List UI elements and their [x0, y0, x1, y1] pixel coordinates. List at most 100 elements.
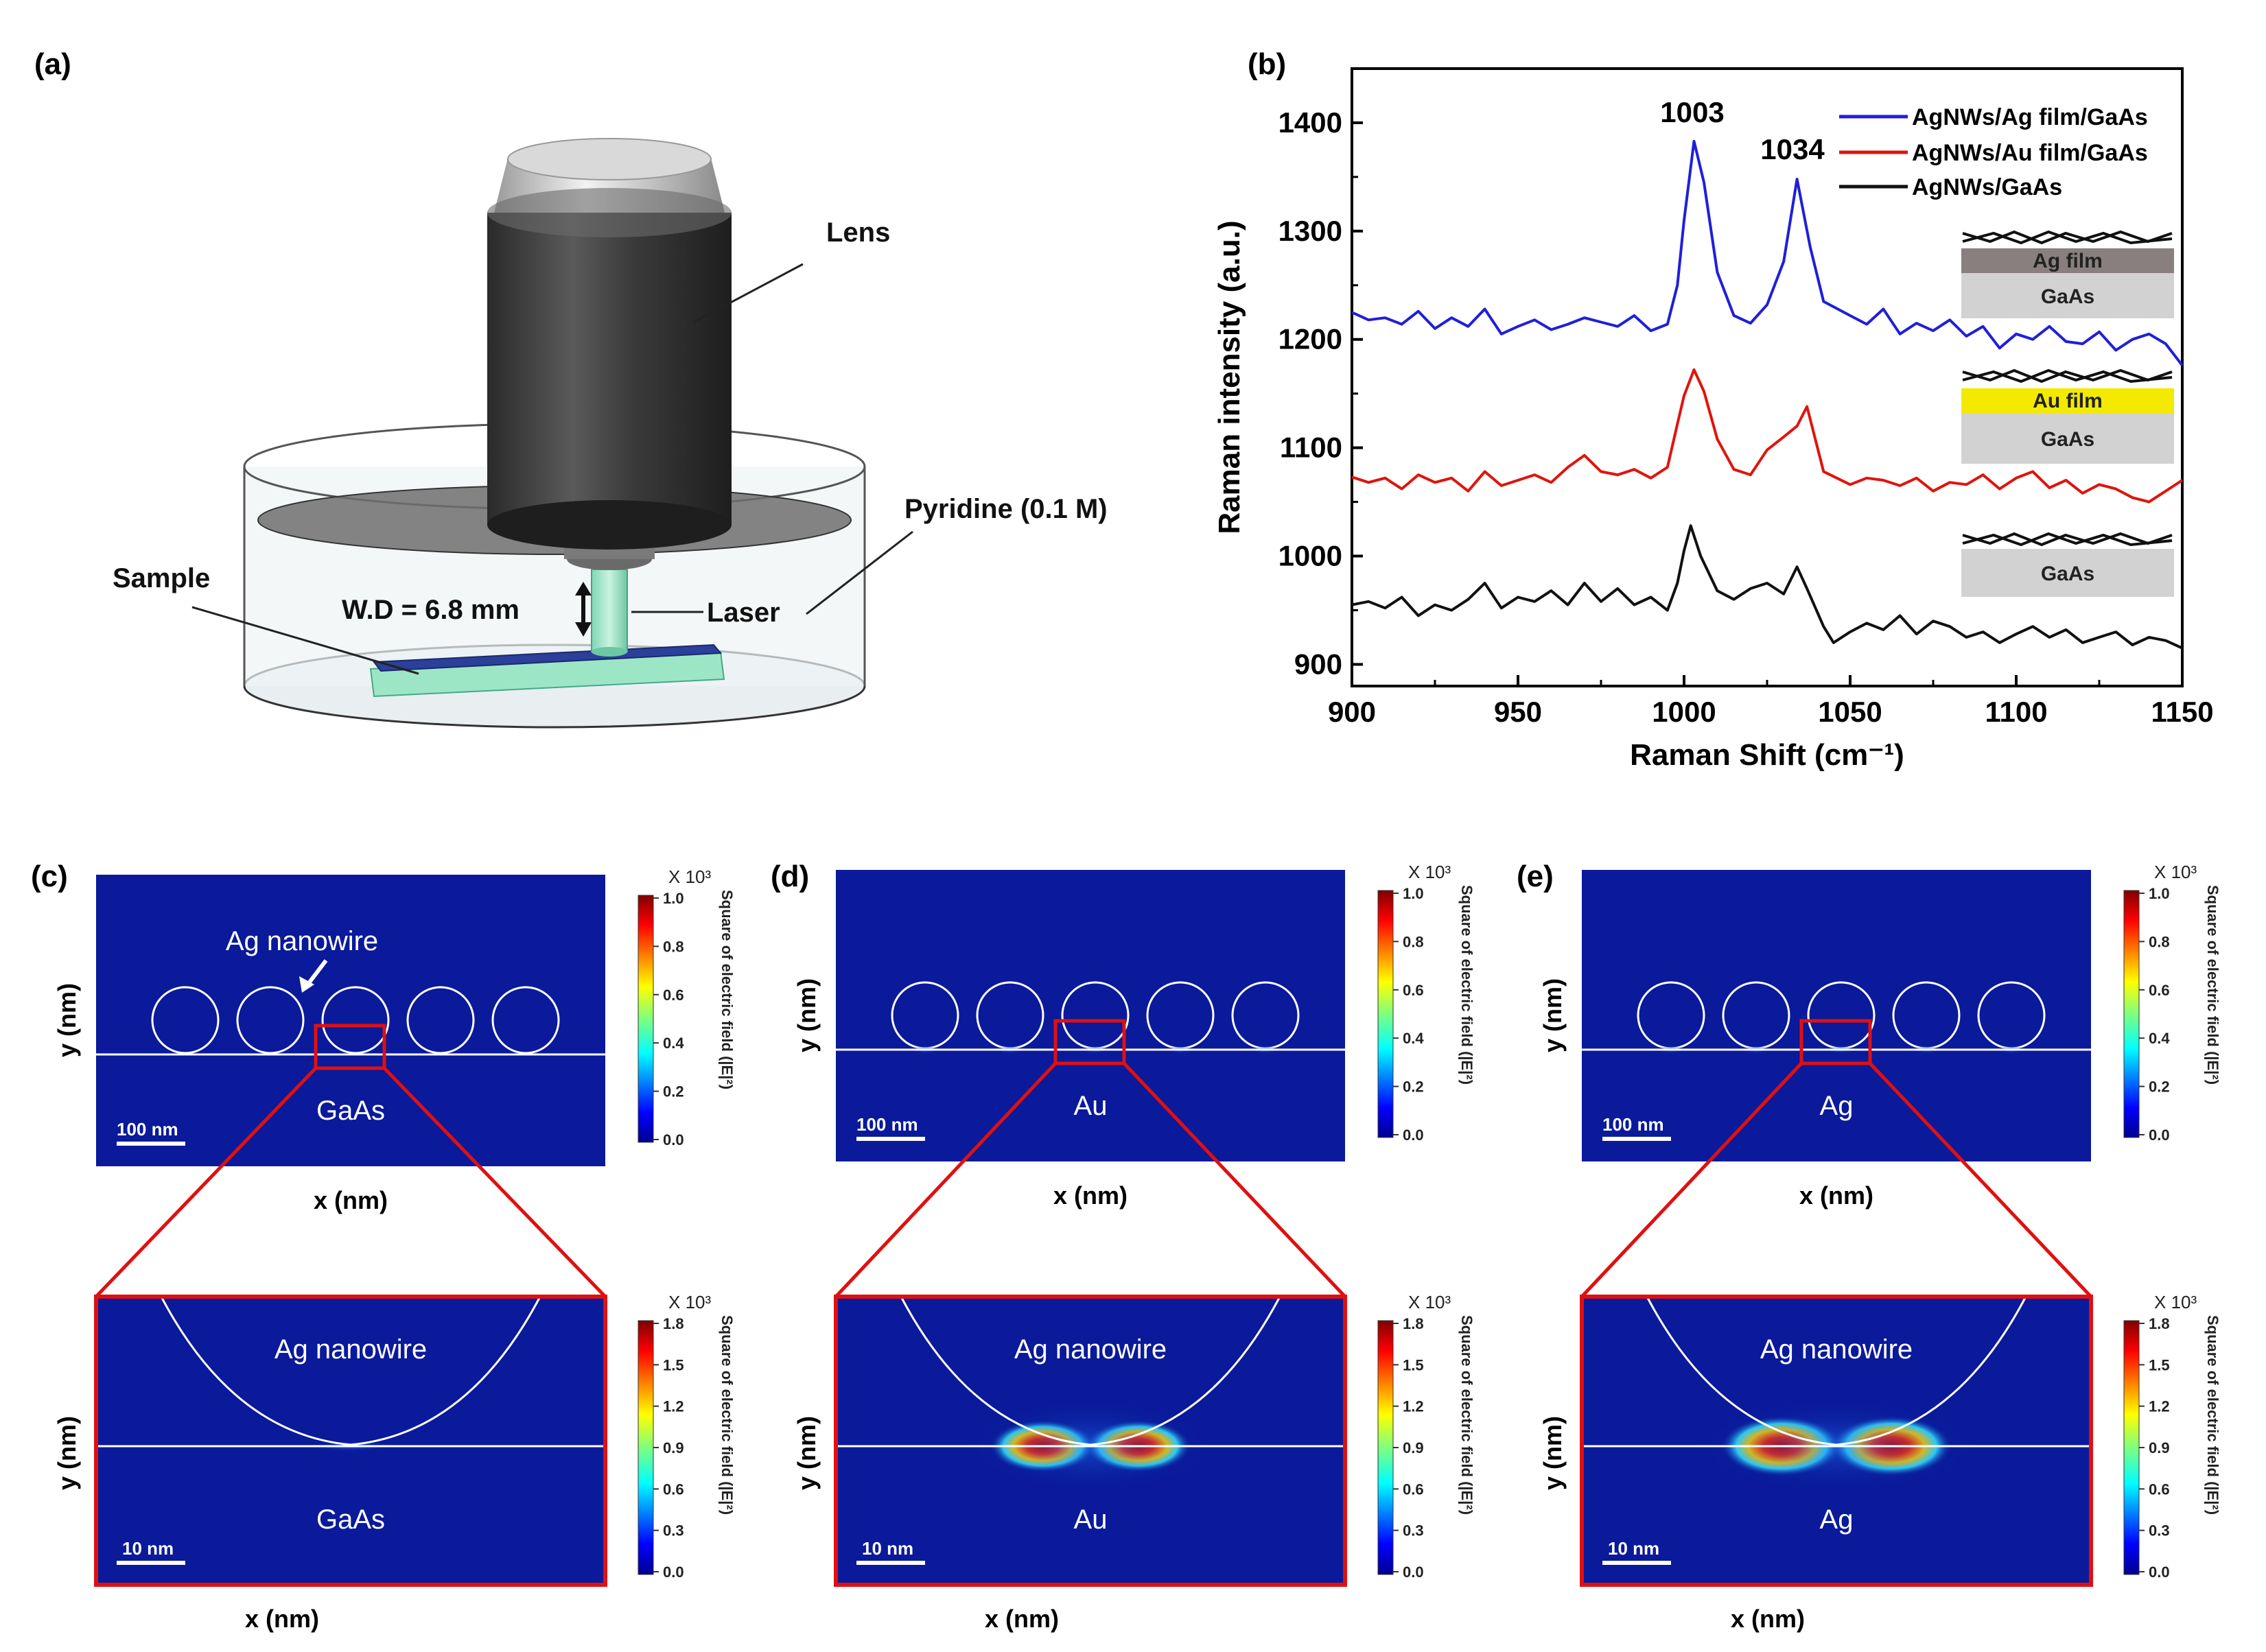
zoom-substrate-label: Au	[1074, 1504, 1108, 1535]
pyridine-label: Pyridine (0.1 M)	[904, 494, 1108, 524]
zoom-y-axis-label: y (nm)	[53, 1416, 81, 1490]
colorbar-tick-label: 1.5	[1403, 1356, 1424, 1373]
colorbar-tick-label: 0.9	[1403, 1439, 1424, 1456]
inset-gaas: GaAs	[1961, 532, 2174, 597]
colorbar: 1.0 0.8 0.6 0.4 0.2 0.0 X 10³ Square of electri…	[1377, 862, 1475, 1144]
map-panel-c: (c) GaAs Ag nanowire 100 nm x (nm) y (nm) 1.0 0…	[31, 860, 736, 1633]
colorbar: 1.8 1.5 1.2 0.9 0.6 0.3 0.0 X 10³ Square of elec…	[2123, 1292, 2221, 1581]
zoom-line-right	[383, 1067, 607, 1298]
zoom-nanowire-label: Ag nanowire	[275, 1334, 427, 1365]
map-panel-d: (d) Au 100 nm x (nm) y (nm) 1.0 0.8 0.6 0.4 0.2 0.…	[771, 860, 1475, 1633]
legend-label-gaas: AgNWs/GaAs	[1912, 174, 2062, 200]
colorbar-tick-label: 0.2	[663, 1083, 684, 1100]
x-tick-label: 1000	[1652, 696, 1716, 728]
colorbar: 1.8 1.5 1.2 0.9 0.6 0.3 0.0 X 10³ Square of elec…	[638, 1292, 736, 1581]
colorbar-title: Square of electric field (|E|²)	[719, 1315, 736, 1515]
colorbar-tick-label: 0.2	[1403, 1078, 1424, 1096]
map-panel-e: (e) Ag 100 nm x (nm) y (nm) 1.0 0.8 0.6 0.4 0.2 0.…	[1517, 860, 2221, 1633]
panel-label-e: (e)	[1517, 860, 1554, 893]
nanowire-arc	[160, 1296, 541, 1446]
y-axis-label: Raman intensity (a.u.)	[1213, 220, 1246, 534]
colorbar-tick-label: 0.4	[1403, 1030, 1424, 1047]
colorbar-tick-label: 0.0	[1403, 1126, 1424, 1144]
colorbar-tick-label: 1.5	[663, 1356, 684, 1373]
lens-label: Lens	[826, 217, 890, 248]
zoom-line-left	[95, 1067, 317, 1298]
x-tick-label: 1150	[2151, 696, 2213, 728]
colorbar-tick-label: 0.0	[663, 1564, 684, 1581]
colorbar-tick-label: 1.0	[1403, 885, 1424, 902]
x-tick-label: 900	[1328, 696, 1376, 728]
series-line-0	[1351, 139, 2184, 366]
top-y-axis-label: y (nm)	[1539, 978, 1567, 1052]
nanowire-arc	[1646, 1296, 2027, 1446]
colorbar-tick-label: 0.6	[2149, 982, 2170, 999]
inset-substrate-label-ag: GaAs	[2041, 285, 2094, 308]
working-distance-label: W.D = 6.8 mm	[342, 595, 519, 625]
zoom-y-axis-label: y (nm)	[1539, 1416, 1567, 1490]
field-maps: (c) GaAs Ag nanowire 100 nm x (nm) y (nm) 1.0 0…	[31, 860, 2221, 1633]
objective-lens	[487, 138, 732, 570]
colorbar-gradient	[1377, 890, 1394, 1138]
inset-ag-film: Ag film GaAs	[1961, 230, 2174, 318]
top-substrate-label: Au	[1074, 1091, 1108, 1121]
y-tick-label: 900	[1294, 648, 1342, 680]
colorbar-tick-label: 0.4	[2149, 1030, 2170, 1047]
top-map-field	[836, 870, 1345, 1161]
inset-film-label-au: Au film	[2033, 390, 2103, 412]
colorbar-tick-label: 1.8	[1403, 1315, 1424, 1332]
top-x-axis-label: x (nm)	[1799, 1181, 1873, 1210]
colorbar-multiplier: X 10³	[668, 1292, 711, 1312]
axis-ticks: 900 950 1000 1050 1100 1150 900 1000 1100 1200 130…	[1278, 106, 2214, 728]
colorbar-tick-label: 0.2	[2149, 1078, 2170, 1096]
zoom-x-axis-label: x (nm)	[245, 1605, 319, 1633]
colorbar-tick-label: 0.9	[2149, 1439, 2170, 1456]
top-x-axis-label: x (nm)	[314, 1186, 388, 1214]
colorbar-multiplier: X 10³	[668, 866, 711, 887]
top-x-axis-label: x (nm)	[1053, 1181, 1128, 1210]
laser-label: Laser	[707, 598, 780, 628]
nanowire-circle	[151, 986, 220, 1054]
scale-label-bottom: 10 nm	[1608, 1538, 1659, 1559]
peak-label-1034: 1034	[1760, 133, 1825, 165]
zoom-box	[1053, 1019, 1126, 1065]
colorbar-tick-label: 0.8	[663, 938, 684, 955]
scale-label-top: 100 nm	[856, 1114, 918, 1135]
legend: AgNWs/Ag film/GaAs AgNWs/Au film/GaAs Ag…	[1839, 104, 2148, 200]
colorbar-tick-label: 1.8	[2149, 1315, 2170, 1332]
colorbar: 1.0 0.8 0.6 0.4 0.2 0.0 X 10³ Square of electri…	[2123, 862, 2221, 1144]
y-tick-label: 1000	[1278, 540, 1342, 572]
colorbar-tick-label: 0.3	[663, 1522, 684, 1539]
colorbar-gradient	[2123, 890, 2140, 1138]
colorbar-gradient	[638, 1320, 654, 1575]
zoom-line-right	[1869, 1062, 2092, 1298]
sample-label: Sample	[113, 563, 210, 593]
zoom-frame	[1580, 1295, 2093, 1587]
zoom-y-axis-label: y (nm)	[793, 1416, 821, 1490]
zoom-line-right	[1123, 1062, 1346, 1298]
colorbar-multiplier: X 10³	[1408, 862, 1451, 882]
colorbar-multiplier: X 10³	[1408, 1292, 1451, 1312]
colorbar-tick-label: 0.8	[1403, 933, 1424, 950]
colorbar-tick-label: 0.0	[2149, 1126, 2170, 1144]
colorbar-gradient	[2123, 1320, 2140, 1575]
top-map-field	[1582, 870, 2091, 1161]
colorbar-tick-label: 0.0	[2149, 1564, 2170, 1581]
y-tick-label: 1100	[1280, 432, 1342, 464]
top-y-axis-label: y (nm)	[793, 978, 821, 1052]
colorbar-gradient	[638, 895, 654, 1143]
panel-a: (a)	[34, 47, 1108, 729]
colorbar-title: Square of electric field (|E|²)	[1458, 1315, 1475, 1515]
series-line-2	[1351, 524, 2183, 650]
colorbar-tick-label: 0.6	[663, 987, 684, 1004]
legend-label-au: AgNWs/Au film/GaAs	[1912, 140, 2148, 166]
colorbar-title: Square of electric field (|E|²)	[1458, 885, 1475, 1085]
series-line-1	[1351, 368, 2184, 504]
zoom-nanowire-label: Ag nanowire	[1760, 1334, 1913, 1365]
x-tick-label: 950	[1494, 696, 1542, 728]
colorbar-title: Square of electric field (|E|²)	[2204, 885, 2221, 1085]
y-tick-label: 1200	[1278, 323, 1342, 355]
nanowire-circle	[491, 986, 560, 1054]
colorbar-tick-label: 1.0	[663, 890, 684, 907]
colorbar-tick-label: 0.0	[1403, 1564, 1424, 1581]
